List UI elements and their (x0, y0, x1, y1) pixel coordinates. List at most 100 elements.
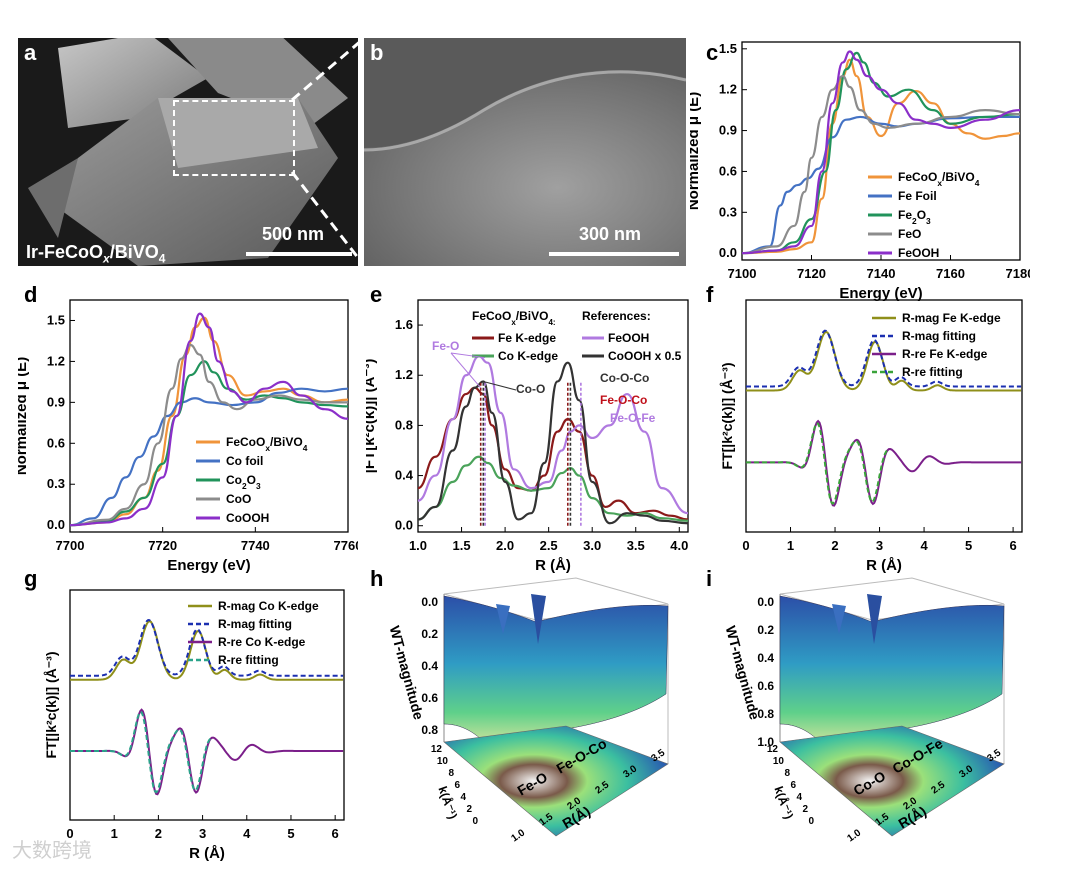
x-tick-label-1: 7120 (797, 266, 826, 281)
legend-label-2: R-re Fe K-edge (902, 347, 988, 361)
series-line-4 (741, 50, 1021, 255)
y-tick-label-1: 0.3 (47, 476, 65, 491)
wt-plot-i: 0.00.20.40.60.81.0WT-magnitude121086420k… (723, 577, 1005, 844)
legend-label-3: R-re fitting (902, 365, 963, 379)
y-tick-label-1: 0.4 (395, 468, 414, 483)
panel-label-a: a (24, 40, 37, 65)
scale-label-b: 300 nm (579, 224, 642, 244)
x-tick-label-5: 3.5 (627, 538, 645, 553)
x-tick-label-0: 7700 (56, 538, 85, 553)
x-tick-label-0: 1.0 (509, 827, 527, 844)
legend-label-1: Co foil (226, 454, 263, 468)
x-tick-label-4: 3.0 (583, 538, 601, 553)
scale-bar-b (549, 252, 679, 256)
y-tick-label-1: 10 (437, 756, 449, 767)
x-tick-label-0: 1.0 (845, 827, 863, 844)
series-line-2 (417, 355, 689, 515)
plot-frame (741, 41, 1021, 261)
panel-label-h: h (370, 566, 384, 591)
legend-label-1: R-mag fitting (218, 617, 292, 631)
z-tick-label-3: 0.6 (421, 691, 438, 705)
y-axis-label: FT[|k²c(k)|] (Å⁻³) (719, 363, 735, 470)
wt-spike-2 (832, 604, 846, 634)
x-tick-label-1: 1 (111, 826, 118, 841)
y-axis-label: Normalized μ (E) (18, 357, 30, 475)
legend-label-0: FeCoOx/BiVO4 (226, 435, 308, 453)
plot-frame (69, 299, 349, 533)
wt-plot-h: 0.00.20.40.60.8WT-magnitude121086420k(Å⁻… (387, 577, 669, 844)
panel-label-b: b (370, 40, 384, 65)
x-tick-label-3: 3 (199, 826, 206, 841)
z-tick-label-3: 0.6 (757, 679, 774, 693)
plot-frame (417, 299, 689, 533)
x-tick-label-2: 7140 (867, 266, 896, 281)
y-tick-label-5: 2 (802, 804, 808, 815)
panel-label-d: d (24, 282, 38, 307)
legend-label-1: R-mag fitting (902, 329, 976, 343)
x-tick-label-6: 6 (1009, 538, 1016, 553)
x-tick-label-5: 5 (965, 538, 972, 553)
z-tick-label-2: 0.4 (421, 659, 438, 673)
x-tick-label-1: 1.5 (453, 538, 471, 553)
z-tick-label-5: 1.0 (757, 735, 774, 749)
y-tick-label-4: 4 (796, 792, 802, 803)
z-tick-label-1: 0.2 (421, 627, 438, 641)
y-tick-label-5: 1.5 (719, 41, 737, 56)
wt-spike-1 (867, 594, 882, 644)
z-tick-label-0: 0.0 (757, 595, 774, 609)
x-tick-label-0: 0 (742, 538, 749, 553)
x-tick-label-0: 7100 (728, 266, 757, 281)
wt-floor (443, 725, 669, 837)
legend-label-2: R-re Co K-edge (218, 635, 306, 649)
annotation-fe-o: Fe-O (432, 339, 459, 353)
chart-f: 0 1 2 3 4 5 6 R (Å) FT[|k²c(k)|] (Å⁻³) R-mag Fe K… (719, 299, 1023, 574)
chart-e: 1.0 1.5 2.0 2.5 3.0 3.5 4.0 0.0 0.4 0.8 1.2 1.6 R (Å… (366, 299, 689, 574)
x-tick-label-2: 2.0 (496, 538, 514, 553)
y-tick-label-0: 12 (431, 744, 443, 755)
panel-label-g: g (24, 566, 38, 591)
y-tick-label-3: 1.2 (395, 367, 413, 382)
x-tick-label-4: 4 (920, 538, 928, 553)
x-tick-label-1: 1 (787, 538, 794, 553)
legend-label-3: CoO (226, 492, 251, 506)
legend-label-0: Fe K-edge (498, 331, 556, 345)
legend-label-2: Co2O3 (226, 473, 261, 491)
curve-r-mag-fit (70, 618, 344, 677)
y-tick-label-4: 4 (460, 792, 466, 803)
annotation-co-o-co: Co-O-Co (600, 371, 649, 385)
legend-label-4: FeOOH (898, 246, 939, 260)
chart-g: 0 1 2 3 4 5 6 R (Å) FT[|k²c(k)|] (Å⁻³) R-mag Co K… (43, 589, 345, 862)
x-tick-label-6: 6 (332, 826, 339, 841)
wt-spike-1 (531, 594, 546, 644)
y-tick-label-0: 0.0 (395, 518, 413, 533)
y-tick-label-1: 0.3 (719, 204, 737, 219)
y-tick-label-6: 0 (808, 816, 814, 827)
x-tick-label-3: 3 (876, 538, 883, 553)
y-tick-label-2: 0.6 (47, 435, 65, 450)
annotation-line-0 (450, 352, 482, 389)
sem-image-b: 300 nm (364, 38, 686, 266)
legend-label-2: Fe2O3 (898, 208, 931, 226)
y-axis-label: FT[|k²c(k)|] (Å⁻³) (43, 652, 59, 759)
y-tick-label-4: 1.2 (719, 82, 737, 97)
y-tick-label-1: 10 (773, 756, 785, 767)
z-tick-label-0: 0.0 (421, 595, 438, 609)
legend-label-0: FeCoOx/BiVO4 (898, 170, 980, 188)
series-line-2 (741, 51, 1021, 255)
y-tick-label-3: 0.9 (719, 123, 737, 138)
legend-label-0: R-mag Co K-edge (218, 599, 319, 613)
series-line-3 (69, 343, 348, 527)
sem-image-a: 500 nm Ir-FeCoOx/BiVO4 (18, 38, 358, 266)
x-tick-label-2: 7740 (241, 538, 270, 553)
x-axis-label: Energy (eV) (167, 557, 250, 574)
panel-label-e: e (370, 282, 383, 307)
panel-label-c: c (706, 40, 719, 65)
legend-label-4: CoOOH (226, 511, 269, 525)
plot-frame (745, 299, 1023, 533)
legend-header-refs: References: (582, 309, 651, 323)
x-axis-label: R (Å) (866, 557, 902, 574)
y-tick-label-5: 2 (466, 804, 472, 815)
